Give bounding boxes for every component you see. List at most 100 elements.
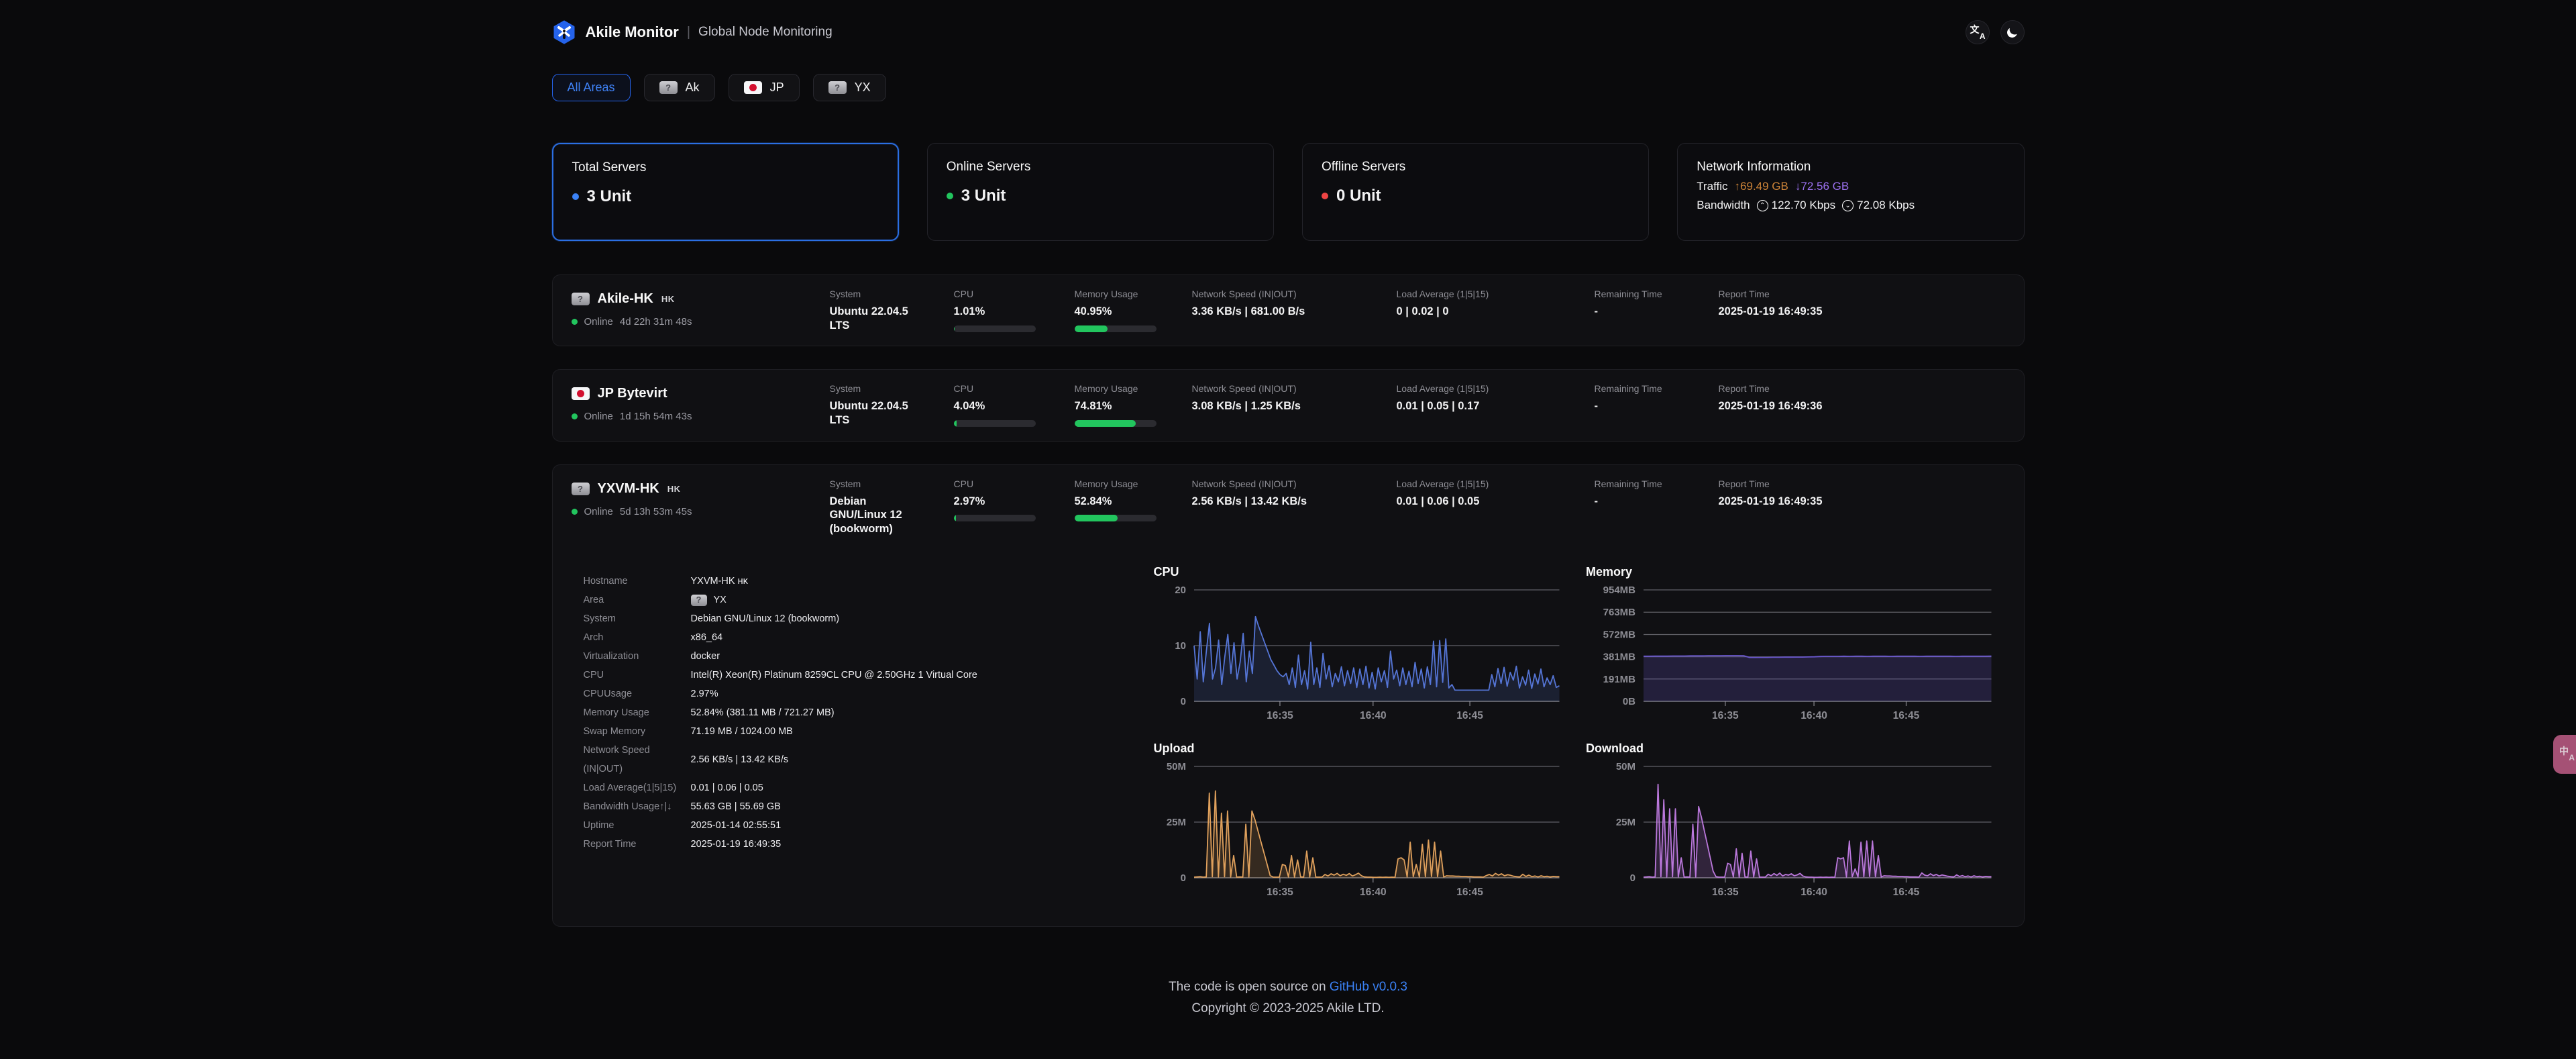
column-label-load: Load Average (1|5|15) [1396, 383, 1489, 395]
column-label-network: Network Speed (IN|OUT) [1191, 478, 1297, 489]
svg-text:763MB: 763MB [1603, 607, 1636, 619]
traffic-up-value: ↑69.49 GB [1734, 180, 1788, 193]
moon-icon [2006, 26, 2019, 38]
online-status-icon [571, 508, 578, 515]
server-name: Akile-HK [597, 291, 653, 306]
column-label-remaining: Remaining Time [1594, 478, 1662, 489]
server-load-average: 0 | 0.02 | 0 [1396, 305, 1449, 317]
brand-separator: | [686, 24, 691, 40]
card-title: Offline Servers [1322, 160, 1406, 174]
svg-text:0: 0 [1180, 696, 1185, 707]
tab-jp[interactable]: JP [728, 74, 800, 101]
svg-text:25M: 25M [1616, 817, 1635, 828]
svg-text:0B: 0B [1623, 696, 1635, 707]
offline-count: 0 Unit [1336, 187, 1381, 205]
server-cpu: 4.04% [953, 400, 985, 413]
tab-label: All Areas [567, 81, 615, 94]
tab-label: Ak [685, 81, 700, 94]
online-count: 3 Unit [961, 187, 1006, 205]
memory-progress-bar [1074, 515, 1157, 522]
svg-text:16:35: 16:35 [1267, 710, 1293, 721]
svg-text:0: 0 [1180, 872, 1185, 884]
column-label-network: Network Speed (IN|OUT) [1191, 289, 1297, 299]
svg-text:572MB: 572MB [1603, 629, 1636, 641]
green-dot-icon [946, 193, 953, 199]
bandwidth-label: Bandwidth [1697, 199, 1750, 211]
tab-ak[interactable]: Ak [643, 74, 715, 101]
tab-all-areas[interactable]: All Areas [551, 74, 631, 101]
svg-text:16:45: 16:45 [1456, 710, 1483, 721]
column-label-network: Network Speed (IN|OUT) [1191, 383, 1297, 395]
red-dot-icon [1322, 193, 1328, 199]
detail-row: Virtualization docker [583, 651, 720, 662]
tab-label: YX [854, 81, 871, 94]
app-logo [553, 20, 574, 44]
server-report-time: 2025-01-19 16:49:36 [1718, 400, 1823, 413]
cpu-progress-bar [953, 325, 1036, 332]
github-link[interactable]: GitHub v0.0.3 [1329, 980, 1407, 995]
circle-down-icon: ⌄ [1842, 199, 1854, 211]
tab-yx[interactable]: YX [812, 74, 886, 101]
svg-text:25M: 25M [1166, 817, 1185, 828]
server-remaining-time: - [1594, 400, 1599, 413]
server-memory: 52.84% [1074, 495, 1112, 507]
server-load-average: 0.01 | 0.05 | 0.17 [1396, 400, 1480, 413]
server-status: Online [584, 411, 613, 423]
svg-text:381MB: 381MB [1603, 652, 1636, 663]
japan-flag-icon [571, 387, 590, 401]
column-label-load: Load Average (1|5|15) [1396, 478, 1489, 489]
server-cpu: 1.01% [953, 305, 985, 317]
cpu-chart: CPU 0 10 20 16:35 16:40 16:45 [1154, 565, 1566, 725]
stat-card-total[interactable]: Total Servers 3 Unit [551, 143, 899, 241]
detail-row: Hostname YXVM-HK ʜᴋ [583, 576, 748, 587]
detail-row: Network Speed (IN|OUT) 2.56 KB/s | 13.42 … [583, 745, 789, 775]
stat-cards: Total Servers 3 Unit Online Servers 3 Un… [551, 143, 2025, 241]
svg-text:16:35: 16:35 [1712, 887, 1739, 898]
server-uptime: 4d 22h 31m 48s [619, 316, 692, 327]
brand-subtitle: Global Node Monitoring [698, 25, 833, 39]
server-row[interactable]: JP Bytevirt Online 1d 15h 54m 43s System U… [551, 369, 2025, 442]
brand-title: Akile Monitor [585, 23, 679, 40]
column-label-load: Load Average (1|5|15) [1396, 289, 1489, 299]
server-network-speed: 3.36 KB/s | 681.00 B/s [1191, 305, 1305, 317]
card-title: Online Servers [946, 160, 1031, 174]
svg-text:10: 10 [1175, 640, 1186, 652]
upload-chart: Upload 0 25M 50M 16:35 16:40 16:45 [1154, 742, 1566, 902]
theme-toggle-button[interactable] [2000, 20, 2025, 44]
detail-row: Report Time 2025-01-19 16:49:35 [583, 839, 782, 850]
memory-chart: Memory 0B 191MB 381MB 572MB 763MB 954MB 16:35 16… [1586, 565, 1998, 725]
svg-text:16:35: 16:35 [1712, 710, 1739, 721]
area-filter-tabs: All Areas Ak JP YX [551, 74, 2025, 101]
unknown-flag-icon [690, 594, 707, 606]
cpu-progress-bar [953, 419, 1036, 427]
stat-card-offline[interactable]: Offline Servers 0 Unit [1302, 143, 1650, 241]
server-status: Online [584, 505, 613, 517]
column-label-remaining: Remaining Time [1594, 383, 1662, 395]
column-label-memory: Memory Usage [1074, 289, 1138, 299]
column-label-report: Report Time [1718, 289, 1770, 299]
server-network-speed: 2.56 KB/s | 13.42 KB/s [1191, 495, 1307, 507]
server-row[interactable]: Akile-HK HK Online 4d 22h 31m 48s System Ub… [551, 274, 2025, 347]
svg-text:954MB: 954MB [1603, 585, 1636, 596]
bandwidth-down-value: 72.08 Kbps [1857, 199, 1915, 211]
svg-text:16:35: 16:35 [1267, 887, 1293, 898]
svg-text:16:45: 16:45 [1893, 710, 1920, 721]
memory-progress-bar [1074, 325, 1157, 332]
stat-card-online[interactable]: Online Servers 3 Unit [926, 143, 1274, 241]
svg-text:16:45: 16:45 [1893, 887, 1920, 898]
column-label-system: System [829, 478, 861, 489]
footer-line1: The code is open source on GitHub v0.0.3 [1169, 980, 1407, 995]
server-region-suffix: HK [667, 483, 681, 494]
server-name: YXVM-HK [597, 481, 659, 496]
server-report-time: 2025-01-19 16:49:35 [1718, 305, 1823, 317]
server-list: Akile-HK HK Online 4d 22h 31m 48s System Ub… [551, 274, 2025, 927]
column-label-system: System [829, 383, 861, 395]
svg-text:191MB: 191MB [1603, 674, 1636, 685]
svg-text:16:40: 16:40 [1801, 710, 1827, 721]
